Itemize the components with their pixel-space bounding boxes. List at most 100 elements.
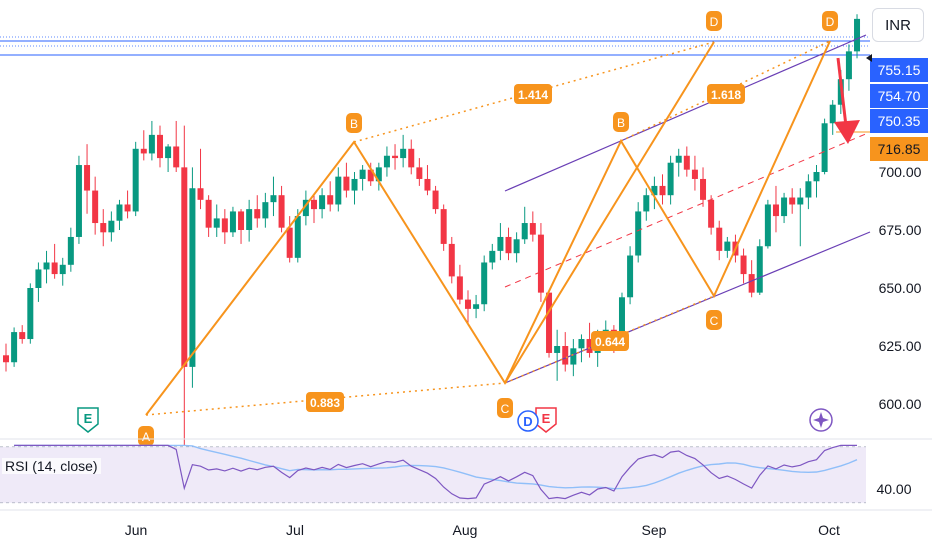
candle [756,239,763,295]
candle-body [643,195,650,212]
candle-body [310,199,317,210]
candle-body [546,292,553,353]
candle [578,334,585,363]
price-label-bg [870,58,928,82]
candle [789,188,796,214]
price-label: 754.70 [870,84,928,108]
candle-body [11,332,18,363]
candle-body [772,204,779,217]
pattern-point-text: C [710,314,719,328]
candle [254,195,261,228]
candle [497,223,504,261]
candle [43,250,50,284]
candle-body [473,304,480,309]
candle-body [586,339,593,353]
candle-body [140,148,147,154]
candle-body [764,204,771,247]
candle [554,329,561,381]
candle-body [635,211,642,256]
candle [75,155,82,244]
pattern-point-text: A [142,430,150,444]
candle-body [132,148,139,212]
candle [229,206,236,237]
candle [319,188,326,219]
candle [359,165,366,191]
candle-body [229,211,236,233]
candle [797,188,804,247]
candle [854,14,861,59]
last-price-pointer-icon [866,54,872,62]
candle-body [400,148,407,159]
arrowhead [834,120,860,144]
arrow-shaft [836,57,848,127]
candle-body [700,178,707,200]
pattern-point-label: C [706,310,722,330]
ratio-badge [514,84,552,104]
candle-body [270,195,277,203]
candle-body [813,172,820,182]
candle [635,202,642,263]
candle-body [359,169,366,179]
price-label-bg [870,109,928,133]
candle-body [651,185,658,196]
candle-body [756,246,763,293]
candle-body [375,167,382,182]
rsi-legend-label[interactable]: RSI (14, close) [2,458,101,474]
candle-body [327,195,334,205]
candle [205,195,212,237]
candle-body [319,195,326,210]
earnings-E-icon-glyph: E [84,411,93,426]
candle-body [821,123,828,172]
dividend-D-icon: D [517,410,539,432]
candle [448,236,455,284]
candles [3,14,861,446]
candle [156,125,163,168]
candle-body [343,176,350,191]
projection-arrow [834,57,860,144]
candle [238,209,245,244]
candle [586,322,593,358]
time-tick-label: Sep [642,522,667,538]
candle [294,209,301,263]
currency-selector[interactable]: INR [872,8,924,42]
pattern-point-badge [822,11,838,31]
rsi-line [14,444,857,500]
rsi-tick-label: 40.00 [876,481,911,497]
candle-body [659,185,666,196]
candle-body [19,332,26,340]
candle [51,243,58,279]
candle [716,220,723,261]
candle [408,139,415,175]
pattern-point-label: D [706,11,722,31]
candle [189,167,196,388]
candle-body [302,199,309,217]
candle [505,227,512,261]
candle [375,162,382,191]
candle [659,174,666,205]
candle-body [432,190,439,210]
candle-body [205,199,212,228]
candle-body [448,243,455,277]
dividend-D-shape [517,410,539,432]
candle-body [286,227,293,258]
candle-body [108,220,115,233]
candle [748,260,755,298]
star-event-icon [809,408,833,432]
candle-body [748,274,755,293]
candle-body [789,197,796,205]
price-axis: 600.00 625.00 650.00 675.00 700.00 755.15 754.… [866,54,928,412]
candle [367,162,374,186]
candle [140,130,147,161]
price-tick-label: 675.00 [879,222,922,238]
ratio-badge [707,84,745,104]
pattern-point-badge [346,113,362,133]
candle [84,144,91,214]
candle [116,199,123,230]
candle-body [667,162,674,196]
candle-body [59,264,66,275]
candle [246,199,253,242]
time-tick-label: Jul [286,522,304,538]
price-label-text: 750.35 [878,113,921,129]
